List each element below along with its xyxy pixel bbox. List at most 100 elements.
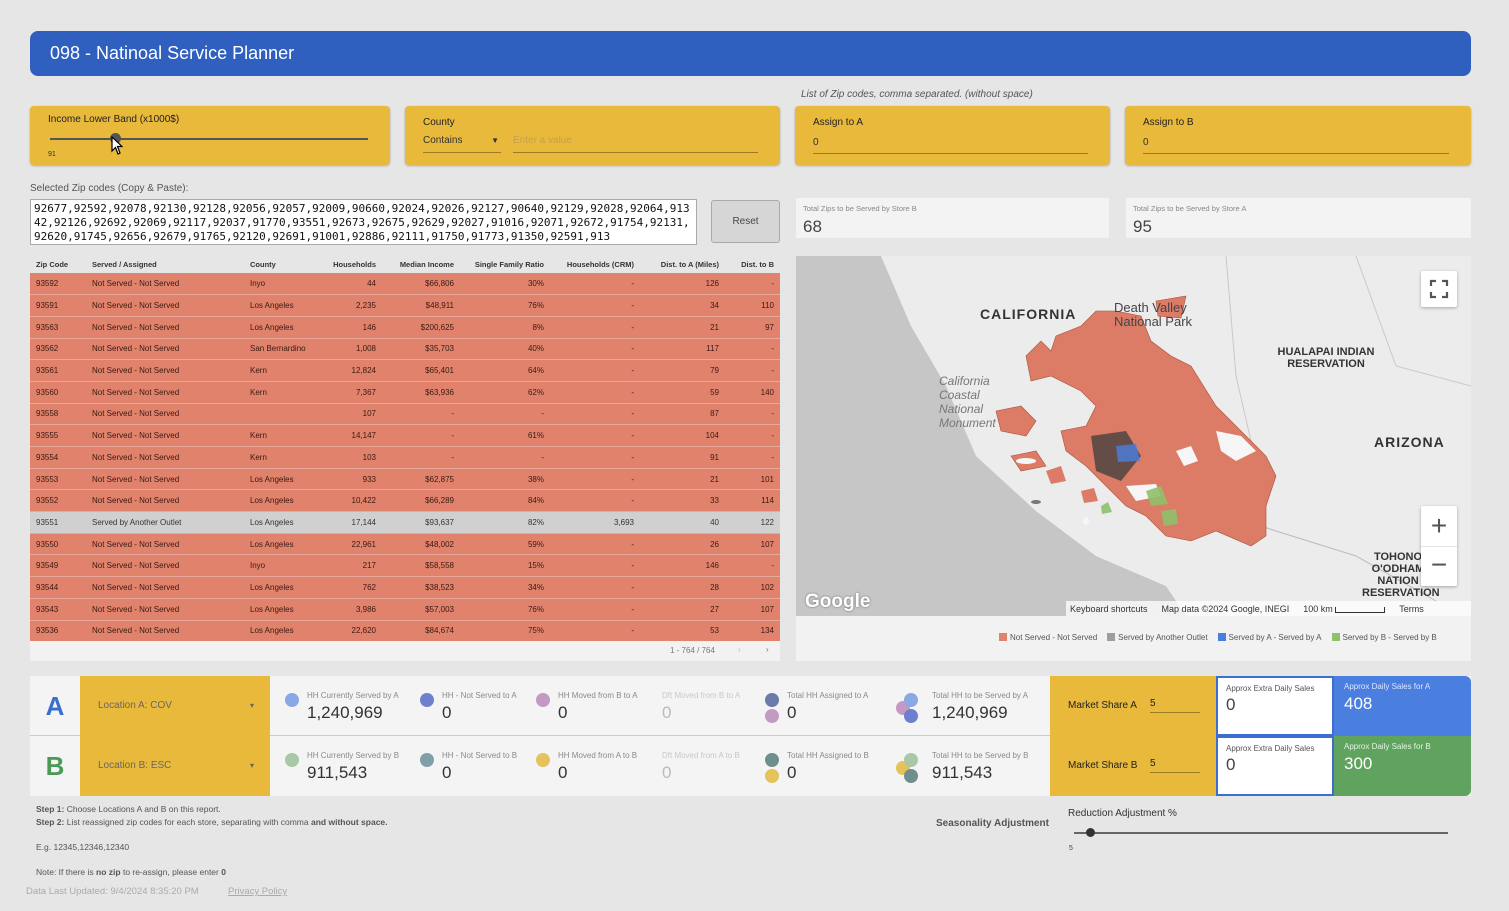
table-row[interactable]: 93592 Not Served - Not Served Inyo 44 $66,80…	[30, 273, 780, 296]
metric-b-1-value: 0	[442, 763, 452, 782]
instructions: Step 1: Choose Locations A and B on this…	[36, 803, 388, 879]
map-legend: Not Served - Not Served Served by Anothe…	[999, 633, 1437, 642]
table-row[interactable]: 93549 Not Served - Not Served Inyo 217 $58,5…	[30, 554, 780, 578]
table-cell: 217	[322, 554, 382, 578]
reduction-slider-handle[interactable]	[1086, 828, 1095, 837]
table-cell: 33	[640, 489, 725, 513]
table-cell: 93543	[30, 598, 86, 621]
county-operator-value: Contains	[423, 135, 463, 146]
county-operator-select[interactable]: Contains ▼	[423, 135, 501, 153]
keyboard-shortcuts-link[interactable]: Keyboard shortcuts	[1070, 603, 1148, 614]
table-row[interactable]: 93563 Not Served - Not Served Los Angeles 1…	[30, 316, 780, 339]
circle-icon	[285, 753, 299, 767]
table-cell: 34	[640, 294, 725, 317]
county-filter[interactable]: County Contains ▼ Enter a value	[405, 106, 780, 165]
metric-b-3-value: 0	[662, 763, 672, 782]
location-b-row: B Location B: ESC ▾ HH Currently Served …	[30, 736, 1471, 796]
next-page-icon[interactable]: ›	[766, 645, 769, 654]
column-header[interactable]: Households (CRM)	[550, 256, 640, 273]
county-value-input[interactable]: Enter a value	[513, 135, 758, 153]
table-cell: 79	[640, 359, 725, 382]
reset-button[interactable]: Reset	[711, 200, 780, 243]
table-row[interactable]: 93551 Served by Another Outlet Los Angeles…	[30, 511, 780, 534]
table-cell: 28	[640, 576, 725, 599]
stat-store-b-value: 68	[803, 217, 822, 236]
table-row[interactable]: 93543 Not Served - Not Served Los Angeles 3…	[30, 598, 780, 621]
reduction-slider-track[interactable]	[1074, 832, 1448, 834]
market-share-b-input[interactable]: 5	[1150, 758, 1200, 773]
table-cell: 12,824	[322, 359, 382, 382]
map-canvas[interactable]	[796, 256, 1471, 616]
table-row[interactable]: 93552 Not Served - Not Served Los Angeles 1…	[30, 489, 780, 513]
location-b-select[interactable]: Location B: ESC ▾	[80, 736, 270, 796]
table-cell: Los Angeles	[244, 598, 322, 621]
map-footer-bar: Keyboard shortcuts Map data ©2024 Google…	[1066, 601, 1471, 616]
metric-a-1: HH - Not Served to A 0	[420, 691, 517, 723]
legend-label-another-outlet: Served by Another Outlet	[1118, 633, 1208, 642]
table-row[interactable]: 93591 Not Served - Not Served Los Angeles 2…	[30, 294, 780, 317]
table-cell: 76%	[460, 294, 550, 317]
column-header[interactable]: Dist. to B	[725, 256, 780, 273]
column-header[interactable]: Served / Assigned	[86, 256, 244, 273]
table-row[interactable]: 93560 Not Served - Not Served Kern 7,367 $63…	[30, 381, 780, 404]
location-a-select[interactable]: Location A: COV ▾	[80, 676, 270, 736]
column-header[interactable]: County	[244, 256, 322, 273]
table-row[interactable]: 93550 Not Served - Not Served Los Angeles 2…	[30, 533, 780, 556]
prev-page-icon[interactable]: ‹	[738, 645, 741, 654]
table-cell: 93560	[30, 381, 86, 404]
metric-b-4-label: Total HH Assigned to B	[787, 751, 869, 760]
table-row[interactable]: 93555 Not Served - Not Served Kern 14,147-6…	[30, 424, 780, 447]
table-cell: 75%	[460, 620, 550, 641]
daily-sales-b-label: Approx Daily Sales for B	[1344, 742, 1431, 751]
column-header[interactable]: Dist. to A (Miles)	[640, 256, 725, 273]
table-row[interactable]: 93554 Not Served - Not Served Kern 103- - -91…	[30, 446, 780, 469]
table-row[interactable]: 93544 Not Served - Not Served Los Angeles 7…	[30, 576, 780, 599]
table-row[interactable]: 93558 Not Served - Not Served 107- - -87-	[30, 403, 780, 426]
assign-a-input[interactable]: 0	[813, 137, 1088, 154]
table-row[interactable]: 93536 Not Served - Not Served Los Angeles 2…	[30, 620, 780, 641]
metric-b-4: Total HH Assigned to B 0	[765, 751, 869, 783]
income-slider-track[interactable]	[50, 138, 368, 140]
table-cell: 140	[725, 381, 780, 404]
table-cell: Not Served - Not Served	[86, 533, 244, 556]
metric-b-1: HH - Not Served to B 0	[420, 751, 517, 783]
table-row[interactable]: 93553 Not Served - Not Served Los Angeles 9…	[30, 468, 780, 491]
terms-link[interactable]: Terms	[1399, 603, 1424, 614]
privacy-policy-link[interactable]: Privacy Policy	[228, 886, 288, 897]
table-cell: -	[725, 338, 780, 361]
market-share-a-input[interactable]: 5	[1150, 698, 1200, 713]
selected-zip-textarea[interactable]: 92677,92592,92078,92130,92128,92056,9205…	[30, 199, 697, 245]
market-share-a-label: Market Share A	[1068, 700, 1137, 711]
pagination-text: 1 - 764 / 764	[670, 646, 715, 655]
table-cell: 110	[725, 294, 780, 317]
note: Note: If there is no zip to re-assign, p…	[36, 866, 388, 879]
fullscreen-icon[interactable]	[1421, 271, 1457, 307]
zoom-out-icon[interactable]: −	[1421, 546, 1457, 586]
table-row[interactable]: 93561 Not Served - Not Served Kern 12,824 $6…	[30, 359, 780, 382]
column-header[interactable]: Zip Code	[30, 256, 86, 273]
table-cell: 102	[725, 576, 780, 599]
assign-b-input[interactable]: 0	[1143, 137, 1449, 154]
table-cell: 1,008	[322, 338, 382, 361]
metric-b-5: Total HH to be Served by B 911,543	[896, 751, 1029, 783]
table-cell: 104	[640, 424, 725, 447]
circle-icon	[904, 769, 918, 783]
table-cell: 10,422	[322, 489, 382, 513]
column-header[interactable]: Single Family Ratio	[460, 256, 550, 273]
table-cell: -	[725, 403, 780, 426]
circle-icon	[285, 693, 299, 707]
column-header[interactable]: Median Income	[382, 256, 460, 273]
income-slider-handle[interactable]	[110, 133, 121, 144]
zip-region-shapes[interactable]	[995, 295, 1277, 547]
zoom-in-icon[interactable]: +	[1430, 510, 1448, 541]
table-cell: 93562	[30, 338, 86, 361]
column-header[interactable]: Households	[322, 256, 382, 273]
map-view[interactable]: CALIFORNIA Death Valley National Park HU…	[796, 256, 1471, 616]
income-slider-control[interactable]: Income Lower Band (x1000$) 91	[30, 106, 390, 165]
metric-b-2-value: 0	[558, 763, 568, 782]
table-row[interactable]: 93562 Not Served - Not Served San Bernardi…	[30, 338, 780, 361]
extra-sales-b: Approx Extra Daily Sales 0	[1216, 736, 1334, 796]
table-cell: Not Served - Not Served	[86, 554, 244, 578]
table-cell: $66,806	[382, 273, 460, 296]
table-cell: 103	[322, 446, 382, 469]
